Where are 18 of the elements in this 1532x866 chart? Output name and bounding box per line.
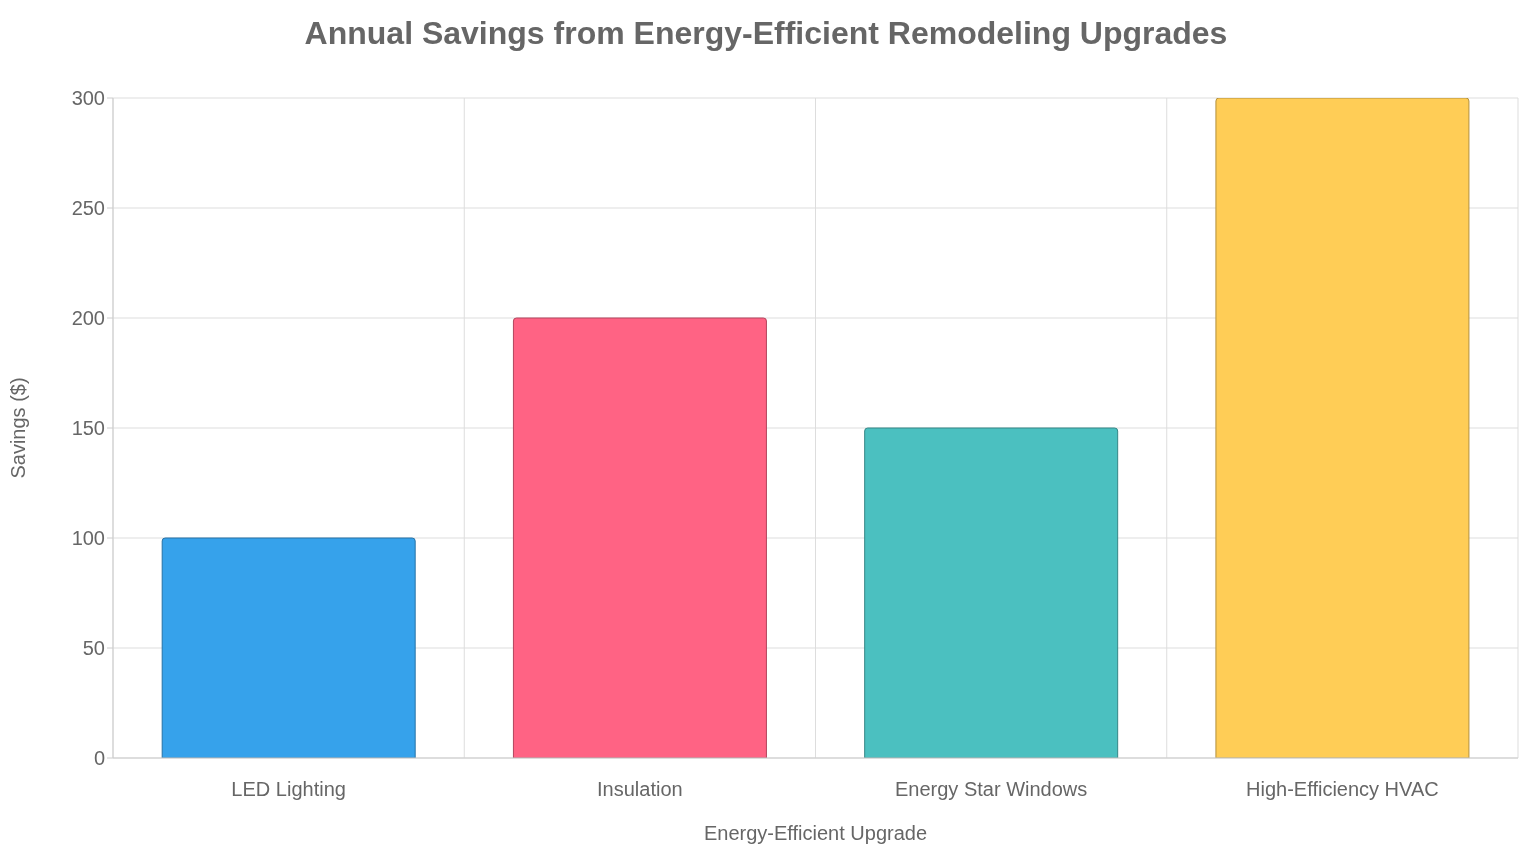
bar	[1215, 98, 1470, 758]
y-tick-label: 50	[82, 637, 105, 660]
x-tick-label: Energy Star Windows	[894, 778, 1088, 801]
chart-title: Annual Savings from Energy-Efficient Remodeling Upgrades	[303, 14, 1229, 53]
y-tick-label: 150	[71, 417, 105, 440]
y-tick-label: 300	[71, 87, 105, 110]
y-tick-label: 100	[71, 527, 105, 550]
bar	[512, 317, 767, 758]
bar	[864, 427, 1119, 758]
y-tick-label: 0	[93, 747, 105, 770]
x-tick-label: Insulation	[597, 778, 683, 801]
x-tick-label: LED Lighting	[231, 778, 346, 801]
bar	[161, 537, 416, 758]
y-tick-label: 250	[71, 197, 105, 220]
x-tick-label: High-Efficiency HVAC	[1246, 778, 1439, 801]
y-tick-label: 200	[71, 307, 105, 330]
y-axis-title: Savings ($)	[7, 377, 30, 479]
x-axis-title: Energy-Efficient Upgrade	[703, 822, 928, 844]
